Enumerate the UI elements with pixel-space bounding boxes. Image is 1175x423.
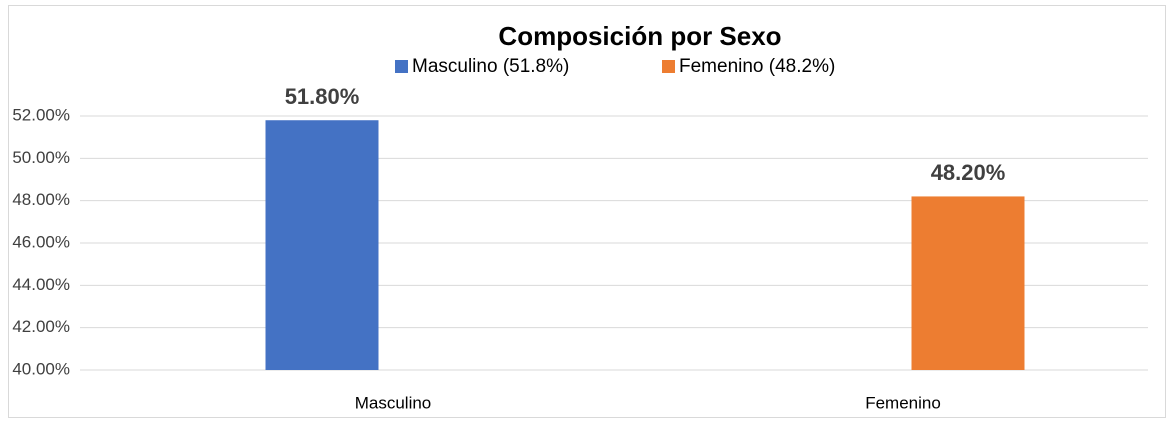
bar xyxy=(911,196,1025,370)
y-tick-label: 50.00% xyxy=(12,148,70,167)
legend-swatch xyxy=(395,60,408,73)
x-tick-label: Masculino xyxy=(355,393,432,412)
y-tick-label: 40.00% xyxy=(12,359,70,378)
y-tick-label: 52.00% xyxy=(12,105,70,124)
legend-label: Masculino (51.8%) xyxy=(412,56,569,77)
x-tick-label: Femenino xyxy=(865,393,941,412)
data-label: 48.20% xyxy=(931,160,1006,185)
data-label: 51.80% xyxy=(285,84,360,109)
y-tick-label: 44.00% xyxy=(12,275,70,294)
y-tick-label: 46.00% xyxy=(12,232,70,251)
legend-swatch xyxy=(662,60,675,73)
legend-label: Femenino (48.2%) xyxy=(679,56,835,77)
chart-title: Composición por Sexo xyxy=(498,21,781,51)
y-tick-label: 48.00% xyxy=(12,190,70,209)
y-tick-label: 42.00% xyxy=(12,317,70,336)
bar xyxy=(265,120,379,370)
